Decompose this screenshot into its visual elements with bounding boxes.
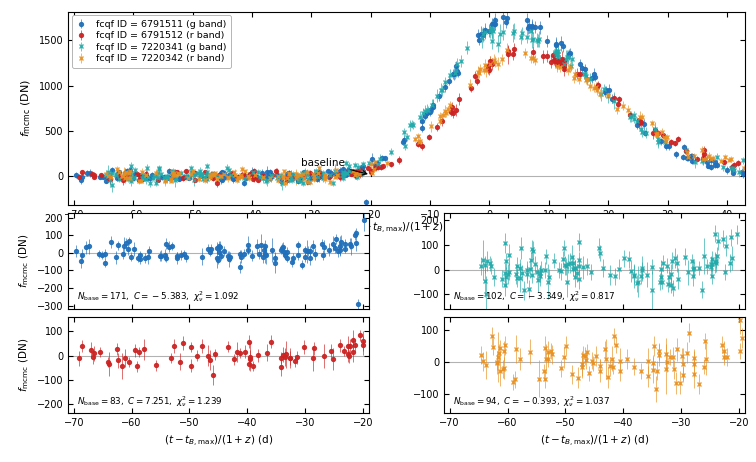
X-axis label: $(t - t_{B,\mathrm{max}})/(1+z)$ (d): $(t - t_{B,\mathrm{max}})/(1+z)$ (d)	[540, 434, 649, 449]
Text: $N_{\mathrm{base}} = 83,\ C = 7.251,\ \chi^2_\nu = 1.239$: $N_{\mathrm{base}} = 83,\ C = 7.251,\ \c…	[77, 394, 223, 409]
Text: $N_{\mathrm{base}} = 94,\ C = -0.393,\ \chi^2_\nu = 1.037$: $N_{\mathrm{base}} = 94,\ C = -0.393,\ \…	[453, 394, 610, 409]
Legend:   fcqf ID = 6791511 (g band),   fcqf ID = 6791512 (r band),   fcqf ID = 7220341 : fcqf ID = 6791511 (g band), fcqf ID = 67…	[72, 15, 231, 68]
X-axis label: $(t - t_{B,\mathrm{max}})/(1+z)$ (d): $(t - t_{B,\mathrm{max}})/(1+z)$ (d)	[164, 434, 273, 449]
Text: baseline: baseline	[302, 158, 367, 175]
Y-axis label: $f_{\mathrm{mcmc}}$ (DN): $f_{\mathrm{mcmc}}$ (DN)	[20, 79, 33, 137]
Text: $N_{\mathrm{base}} = 171,\ C = -5.383,\ \chi^2_\nu = 1.092$: $N_{\mathrm{base}} = 171,\ C = -5.383,\ …	[77, 289, 240, 304]
Y-axis label: $f_{\mathrm{mcmc}}$ (DN): $f_{\mathrm{mcmc}}$ (DN)	[17, 338, 31, 392]
Y-axis label: $f_{\mathrm{mcmc}}$ (DN): $f_{\mathrm{mcmc}}$ (DN)	[17, 234, 31, 288]
Text: $N_{\mathrm{base}} = 102,\ C = -3.349,\ \chi^2_\nu = 0.817$: $N_{\mathrm{base}} = 102,\ C = -3.349,\ …	[453, 289, 615, 304]
X-axis label: $(t - t_{B,\mathrm{max}})/(1+z)$ (d): $(t - t_{B,\mathrm{max}})/(1+z)$ (d)	[352, 221, 461, 236]
